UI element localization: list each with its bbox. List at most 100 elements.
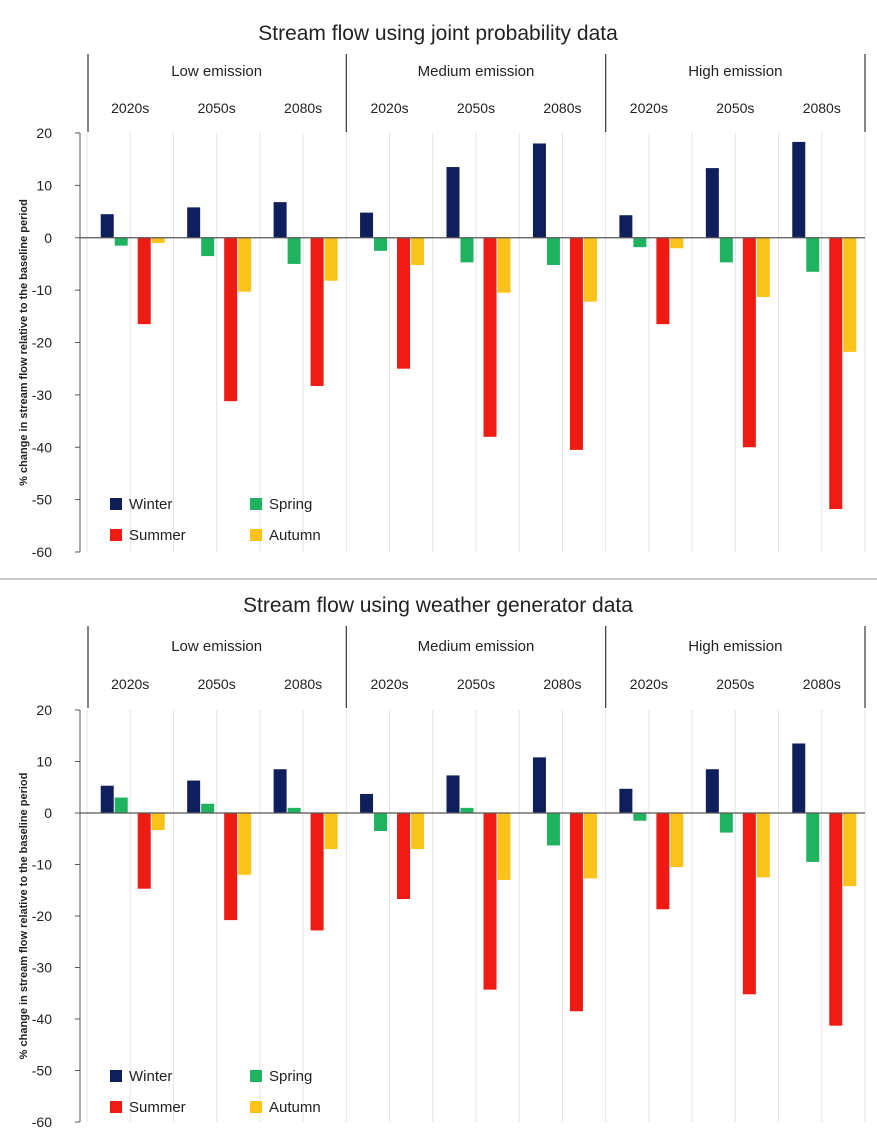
bar-summer-4 — [483, 237, 497, 437]
legend-label-winter: Winter — [129, 496, 172, 513]
group-label-medium-emission: Medium emission — [418, 63, 535, 80]
bar-spring-2 — [287, 237, 301, 264]
group-label-low-emission: Low emission — [171, 638, 262, 655]
bar-summer-5 — [569, 813, 583, 1012]
bar-spring-7 — [719, 237, 733, 263]
bar-spring-2 — [287, 807, 301, 813]
bar-spring-5 — [546, 813, 560, 846]
bar-autumn-4 — [497, 813, 511, 880]
category-label-2080s: 2080s — [284, 676, 322, 692]
bar-spring-6 — [633, 813, 647, 821]
bar-winter-4 — [446, 167, 460, 238]
bar-winter-1 — [187, 780, 201, 813]
category-label-2020s: 2020s — [370, 676, 408, 692]
legend-label-summer: Summer — [129, 527, 186, 544]
bar-winter-3 — [360, 212, 374, 238]
bar-autumn-1 — [238, 813, 252, 875]
bar-autumn-8 — [843, 237, 857, 352]
bar-summer-7 — [742, 237, 756, 448]
group-label-high-emission: High emission — [688, 638, 782, 655]
category-label-2020s: 2020s — [111, 100, 149, 116]
category-label-2020s: 2020s — [630, 100, 668, 116]
category-label-2080s: 2080s — [543, 100, 581, 116]
category-label-2020s: 2020s — [630, 676, 668, 692]
bar-spring-4 — [460, 807, 474, 813]
bar-autumn-0 — [151, 813, 165, 830]
category-label-2020s: 2020s — [370, 100, 408, 116]
category-label-2080s: 2080s — [803, 100, 841, 116]
category-label-2080s: 2080s — [803, 676, 841, 692]
category-label-2050s: 2050s — [716, 676, 754, 692]
bar-summer-3 — [397, 813, 411, 900]
bar-winter-8 — [792, 141, 806, 238]
bar-spring-6 — [633, 237, 647, 248]
chart-panel-joint-probability: Stream flow using joint probability data… — [0, 22, 877, 580]
category-label-2080s: 2080s — [284, 100, 322, 116]
y-axis-label: % change in stream flow relative to the … — [18, 199, 30, 486]
bar-spring-7 — [719, 813, 733, 833]
y-tick-label: 0 — [44, 805, 52, 821]
bar-winter-3 — [360, 793, 374, 813]
bar-summer-3 — [397, 237, 411, 369]
category-label-2020s: 2020s — [111, 676, 149, 692]
y-tick-label: -50 — [32, 492, 52, 508]
legend-label-autumn: Autumn — [269, 1099, 321, 1116]
y-tick-label: 20 — [36, 702, 52, 718]
bar-winter-7 — [705, 168, 719, 238]
legend-swatch-winter — [110, 498, 122, 510]
category-label-2050s: 2050s — [457, 676, 495, 692]
legend-swatch-autumn — [250, 529, 262, 541]
bar-autumn-5 — [583, 813, 597, 879]
y-tick-label: -30 — [32, 387, 52, 403]
bar-spring-4 — [460, 237, 474, 263]
chart-svg-1: Stream flow using weather generator data… — [18, 594, 866, 1130]
bar-spring-3 — [374, 237, 388, 251]
legend-swatch-summer — [110, 1101, 122, 1113]
legend-swatch-spring — [250, 498, 262, 510]
bar-spring-3 — [374, 813, 388, 832]
chart-svg-0: Stream flow using joint probability data… — [18, 22, 866, 560]
legend-swatch-spring — [250, 1070, 262, 1082]
y-tick-label: 10 — [36, 754, 52, 770]
bar-autumn-6 — [670, 813, 684, 868]
y-tick-label: -20 — [32, 335, 52, 351]
legend-label-autumn: Autumn — [269, 527, 321, 544]
legend-label-spring: Spring — [269, 1068, 312, 1085]
y-tick-label: -20 — [32, 908, 52, 924]
bar-autumn-1 — [238, 237, 252, 292]
y-tick-label: -40 — [32, 1011, 52, 1027]
bar-summer-0 — [137, 237, 151, 325]
bar-autumn-7 — [756, 813, 770, 878]
legend-swatch-autumn — [250, 1101, 262, 1113]
bar-summer-7 — [742, 813, 756, 995]
bar-spring-0 — [114, 797, 128, 813]
bar-spring-8 — [806, 813, 820, 862]
bar-winter-2 — [273, 202, 287, 238]
y-tick-label: -60 — [32, 1114, 52, 1130]
chart-title: Stream flow using joint probability data — [258, 22, 618, 45]
y-tick-label: 10 — [36, 177, 52, 193]
legend-label-spring: Spring — [269, 496, 312, 513]
bar-winter-7 — [705, 769, 719, 813]
bar-spring-1 — [201, 237, 215, 257]
y-tick-label: -50 — [32, 1063, 52, 1079]
bar-spring-5 — [546, 237, 560, 265]
y-axis-label: % change in stream flow relative to the … — [18, 773, 30, 1060]
y-tick-label: -40 — [32, 439, 52, 455]
category-label-2050s: 2050s — [716, 100, 754, 116]
bar-winter-6 — [619, 215, 633, 238]
bar-summer-8 — [829, 237, 843, 510]
y-tick-label: -10 — [32, 282, 52, 298]
bar-spring-1 — [201, 803, 215, 813]
bar-summer-8 — [829, 813, 843, 1026]
bar-spring-8 — [806, 237, 820, 272]
bar-summer-1 — [224, 237, 238, 402]
y-tick-label: 0 — [44, 230, 52, 246]
bar-autumn-8 — [843, 813, 857, 887]
bar-winter-0 — [100, 214, 114, 238]
y-tick-label: -60 — [32, 544, 52, 560]
group-label-low-emission: Low emission — [171, 63, 262, 80]
bar-summer-2 — [310, 237, 324, 386]
bar-summer-1 — [224, 813, 238, 921]
bar-winter-1 — [187, 207, 201, 238]
